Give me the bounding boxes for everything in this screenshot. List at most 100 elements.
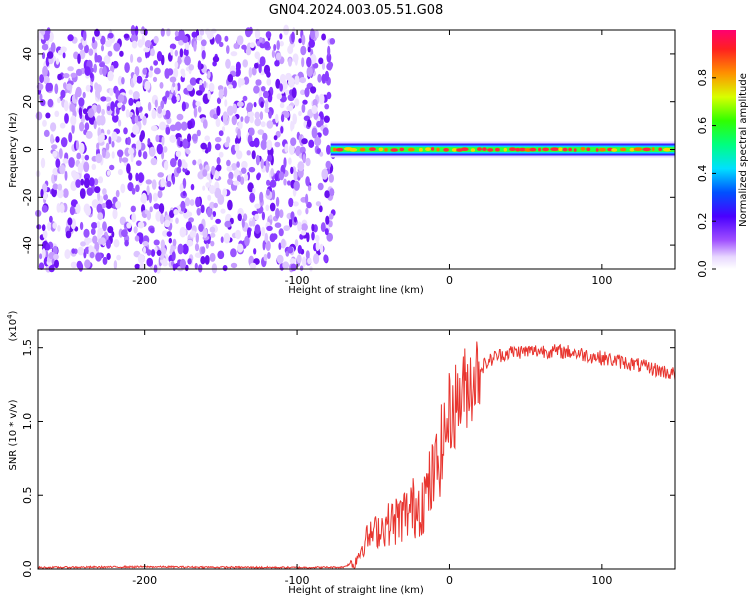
noise-speck [67, 66, 74, 72]
noise-speck [157, 190, 163, 199]
noise-speck [269, 202, 276, 212]
noise-speck [274, 141, 281, 148]
noise-speck [194, 262, 198, 270]
noise-speck [274, 222, 282, 228]
noise-speck [319, 243, 324, 254]
noise-speck [153, 60, 159, 66]
noise-speck [254, 213, 259, 221]
noise-speck [79, 188, 86, 199]
noise-speck [254, 111, 260, 120]
noise-speck [96, 142, 100, 150]
noise-speck [179, 183, 184, 193]
signal-core [359, 147, 366, 152]
noise-speck [128, 97, 134, 106]
noise-speck [226, 159, 231, 167]
noise-speck [80, 241, 86, 247]
noise-speck [324, 190, 330, 199]
noise-speck [227, 105, 234, 116]
noise-speck [77, 163, 84, 174]
noise-speck [195, 232, 199, 244]
noise-speck [249, 42, 255, 49]
noise-speck [224, 141, 230, 148]
noise-speck [300, 230, 307, 236]
noise-speck [75, 86, 82, 98]
noise-speck [180, 200, 186, 212]
noise-speck [143, 47, 150, 53]
signal-core [538, 147, 542, 152]
noise-speck [227, 84, 233, 90]
noise-speck [253, 258, 260, 265]
noise-speck [249, 192, 256, 203]
noise-speck [99, 237, 106, 245]
noise-speck [319, 151, 324, 157]
noise-speck [302, 153, 306, 164]
noise-speck [84, 154, 90, 161]
noise-speck [102, 65, 107, 77]
noise-speck [240, 167, 247, 174]
noise-speck [52, 183, 59, 190]
noise-speck [316, 120, 322, 128]
noise-speck [86, 187, 94, 196]
noise-speck [224, 220, 232, 228]
noise-speck [311, 223, 315, 232]
colorbar-tick-label: 0.0 [696, 260, 709, 278]
noise-speck [133, 226, 138, 234]
noise-speck [276, 93, 282, 100]
noise-speck [222, 265, 228, 272]
noise-speck [199, 79, 203, 86]
noise-speck [159, 121, 167, 131]
noise-speck [123, 33, 130, 39]
signal-core [651, 147, 655, 151]
noise-speck [294, 239, 299, 247]
noise-speck [81, 39, 87, 47]
noise-speck [300, 89, 306, 96]
noise-speck [93, 120, 97, 130]
noise-speck [185, 211, 193, 217]
noise-speck [117, 169, 123, 176]
noise-speck [276, 254, 284, 264]
noise-speck [111, 131, 118, 142]
noise-speck [181, 101, 186, 112]
spectrogram-ytick-label: 20 [21, 95, 34, 109]
snr-ylabel: SNR (10 * v/v) [8, 399, 19, 470]
signal-core [335, 147, 344, 152]
noise-speck [60, 89, 66, 99]
noise-speck [315, 29, 319, 39]
noise-speck [210, 232, 216, 238]
noise-speck [156, 249, 162, 256]
noise-speck [315, 234, 320, 242]
noise-speck [92, 235, 98, 244]
spectrogram-xtick-label: 100 [591, 274, 612, 287]
noise-speck [260, 158, 264, 170]
noise-speck [77, 246, 85, 256]
noise-speck [259, 56, 266, 67]
noise-speck [103, 55, 111, 65]
noise-speck [194, 252, 202, 258]
noise-speck [269, 181, 274, 187]
noise-speck [209, 201, 216, 209]
noise-speck [164, 68, 170, 79]
noise-speck [214, 187, 222, 199]
noise-speck [132, 124, 140, 135]
noise-speck [136, 75, 143, 84]
noise-speck [241, 218, 245, 228]
noise-speck [75, 140, 80, 151]
noise-speck [130, 205, 136, 213]
noise-speck [101, 202, 107, 209]
noise-speck [68, 132, 73, 143]
signal-core [573, 148, 577, 152]
signal-core [595, 148, 599, 152]
noise-speck [313, 253, 320, 265]
noise-speck [108, 136, 112, 145]
noise-speck [182, 243, 189, 255]
noise-speck [40, 188, 44, 198]
noise-speck [245, 47, 252, 56]
signal-core [430, 147, 435, 151]
noise-speck [289, 258, 296, 264]
colorbar: 0.0 0.2 0.4 0.6 0.8 Normalized spectral ampl… [696, 30, 749, 278]
noise-speck [217, 250, 225, 260]
noise-speck [297, 161, 305, 172]
noise-speck [82, 91, 86, 99]
noise-speck [125, 109, 130, 118]
